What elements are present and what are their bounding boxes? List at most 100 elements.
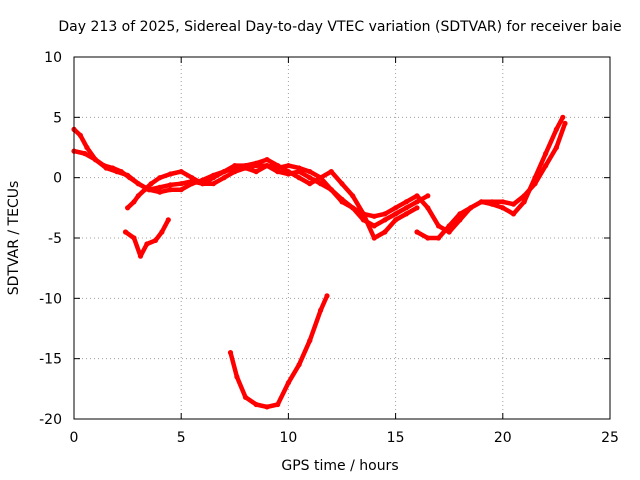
data-point bbox=[553, 144, 560, 151]
data-point bbox=[553, 126, 560, 132]
data-point bbox=[189, 181, 195, 187]
data-point bbox=[296, 175, 302, 181]
data-point bbox=[131, 235, 137, 241]
data-point bbox=[167, 187, 174, 193]
x-axis-label: GPS time / hours bbox=[281, 458, 398, 474]
data-point bbox=[414, 205, 420, 211]
data-point bbox=[221, 175, 227, 181]
data-point bbox=[371, 213, 377, 219]
series-arc-4 bbox=[122, 217, 171, 259]
data-point bbox=[500, 199, 506, 205]
x-tick-label: 20 bbox=[494, 430, 512, 446]
data-point bbox=[382, 229, 388, 235]
data-point bbox=[264, 404, 270, 410]
series-layer bbox=[71, 114, 568, 410]
data-point bbox=[478, 199, 484, 205]
y-tick-label: 5 bbox=[53, 110, 62, 126]
y-tick-label: 0 bbox=[53, 171, 62, 187]
data-point bbox=[285, 163, 291, 169]
data-point bbox=[324, 293, 330, 299]
data-point bbox=[318, 181, 324, 187]
y-tick-label: -20 bbox=[39, 412, 62, 428]
data-point bbox=[468, 205, 474, 211]
data-point bbox=[135, 193, 141, 199]
data-point bbox=[403, 199, 409, 205]
data-point bbox=[350, 205, 356, 211]
data-point bbox=[242, 394, 249, 400]
data-point bbox=[562, 120, 568, 126]
data-point bbox=[125, 205, 131, 211]
data-point bbox=[167, 182, 174, 188]
series-arc-6 bbox=[227, 293, 330, 410]
data-point bbox=[350, 193, 356, 199]
x-tick-label: 10 bbox=[279, 430, 297, 446]
data-point bbox=[178, 187, 184, 193]
grid bbox=[74, 57, 610, 419]
data-point bbox=[232, 163, 238, 169]
data-point bbox=[152, 237, 159, 243]
data-point bbox=[227, 350, 234, 356]
data-point bbox=[103, 165, 109, 171]
data-point bbox=[403, 211, 409, 217]
data-point bbox=[339, 199, 345, 205]
data-point bbox=[178, 169, 184, 175]
data-point bbox=[360, 217, 366, 223]
data-point bbox=[521, 199, 527, 205]
data-point bbox=[489, 201, 495, 207]
data-point bbox=[84, 144, 90, 151]
data-point bbox=[275, 401, 281, 408]
data-point bbox=[275, 163, 281, 169]
data-point bbox=[307, 175, 313, 181]
data-point bbox=[425, 235, 431, 241]
data-point bbox=[393, 217, 399, 223]
data-point bbox=[307, 338, 313, 344]
data-point bbox=[296, 169, 302, 175]
data-point bbox=[435, 223, 442, 229]
data-point bbox=[275, 169, 281, 175]
data-point bbox=[253, 169, 259, 175]
data-point bbox=[264, 157, 270, 163]
data-point bbox=[307, 169, 313, 175]
data-point bbox=[307, 181, 313, 187]
data-point bbox=[114, 169, 120, 175]
data-point bbox=[285, 171, 291, 177]
data-point bbox=[234, 374, 240, 380]
data-point bbox=[210, 181, 216, 187]
x-tick-label: 5 bbox=[177, 430, 186, 446]
data-point bbox=[532, 175, 538, 181]
data-point bbox=[500, 205, 506, 211]
data-point bbox=[318, 307, 324, 313]
data-point bbox=[560, 114, 566, 120]
data-point bbox=[232, 169, 238, 175]
data-point bbox=[543, 163, 549, 169]
y-tick-label: -15 bbox=[39, 352, 62, 368]
data-point bbox=[510, 201, 517, 207]
data-point bbox=[371, 235, 377, 241]
data-point bbox=[221, 169, 227, 175]
x-tick-label: 15 bbox=[387, 430, 405, 446]
data-point bbox=[92, 157, 98, 163]
data-point bbox=[425, 193, 431, 199]
ticks: 0 5 10 15 20 25 -20 -15 -10 -5 0 5 10 bbox=[39, 50, 619, 446]
data-point bbox=[210, 172, 216, 178]
data-point bbox=[157, 184, 163, 190]
data-point bbox=[414, 199, 420, 205]
data-point bbox=[382, 217, 388, 223]
data-point bbox=[414, 193, 420, 199]
data-point bbox=[189, 175, 195, 181]
data-point bbox=[242, 165, 249, 171]
data-point bbox=[253, 160, 259, 166]
data-point bbox=[159, 229, 165, 235]
y-tick-label: -10 bbox=[39, 291, 62, 307]
data-point bbox=[167, 171, 174, 177]
data-point bbox=[122, 229, 129, 235]
series-arc-3 bbox=[125, 163, 431, 229]
data-point bbox=[135, 181, 141, 187]
data-point bbox=[393, 211, 399, 217]
y-axis-label: SDTVAR / TECUs bbox=[6, 181, 22, 296]
x-tick-label: 25 bbox=[601, 430, 619, 446]
data-point bbox=[264, 163, 270, 169]
data-point bbox=[77, 132, 83, 138]
data-point bbox=[165, 217, 171, 223]
data-point bbox=[393, 205, 399, 211]
